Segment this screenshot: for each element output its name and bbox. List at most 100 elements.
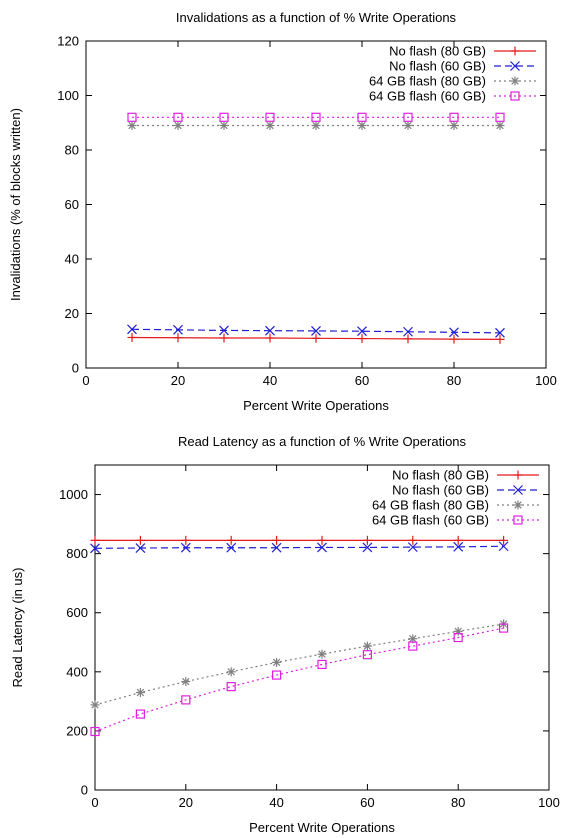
chart-1-series-2-point-6-d2 xyxy=(357,326,367,337)
chart-1-ytick-label-60: 60 xyxy=(65,197,79,212)
chart-1-series-2-point-8-d2 xyxy=(449,327,459,338)
chart-1-series-3-point-2 xyxy=(173,120,183,130)
chart-2-series-3-point-1 xyxy=(90,700,100,710)
chart-1-legend: No flash (80 GB)No flash (60 GB)64 GB fl… xyxy=(369,44,536,104)
chart-1-series-1-point-5 xyxy=(311,333,321,343)
chart-2-series-4-point-5 xyxy=(272,670,282,680)
chart-1-series-3-point-2-d2 xyxy=(174,121,182,130)
chart-1-series-2-line xyxy=(131,328,501,334)
chart-2-title: Read Latency as a function of % Write Op… xyxy=(178,434,467,449)
chart-1-series-3-point-4-d2 xyxy=(266,121,274,130)
chart-2-series-3 xyxy=(90,619,509,710)
chart-2-ytick-label-800: 800 xyxy=(66,546,88,561)
chart-1-legend-marker-2 xyxy=(510,61,520,71)
chart-2-ytick-label-1000: 1000 xyxy=(59,487,88,502)
chart-1-ytick-label-80: 80 xyxy=(65,143,79,158)
chart-1-xtick-label-40: 40 xyxy=(263,373,277,388)
chart-2-legend-marker-2 xyxy=(513,485,523,495)
chart-2-series-3-point-8-d2 xyxy=(409,635,417,643)
chart-2-series-2-point-2-d2 xyxy=(135,543,146,553)
chart-1-xtick-label-80: 80 xyxy=(447,373,461,388)
chart-2-series-3-point-7 xyxy=(362,641,372,651)
chart-1-series-1-point-6 xyxy=(357,334,367,344)
chart-1-series-3-point-7-d2 xyxy=(404,121,412,130)
chart-1-series-4-point-8-box xyxy=(449,112,459,122)
chart-1-series-4-point-6-box xyxy=(357,112,367,122)
chart-2-series-1-point-8 xyxy=(408,535,418,545)
chart-2-series-4-point-10-box xyxy=(499,623,509,633)
chart-1-series-2 xyxy=(127,324,505,338)
chart-2-ytick-label-200: 200 xyxy=(66,723,88,738)
chart-2-legend-marker-2-d2 xyxy=(513,485,523,495)
chart-2-legend-marker-3 xyxy=(513,500,523,510)
chart-2-series-2 xyxy=(90,541,509,554)
chart-1-legend-marker-4 xyxy=(510,91,520,101)
chart-2-series-1-point-9 xyxy=(453,535,463,545)
chart-2-series-4-point-8-box xyxy=(408,641,418,651)
chart-1-series-2-point-1 xyxy=(127,324,137,335)
chart-1-series-4-point-4-box xyxy=(265,112,275,122)
chart-2-ytick-label-400: 400 xyxy=(66,664,88,679)
chart-1-series-3-point-1 xyxy=(127,120,137,130)
chart-2-legend-marker-3-d2 xyxy=(514,501,522,509)
chart-2: Read Latency as a function of % Write Op… xyxy=(10,434,560,835)
chart-2-legend-marker-1 xyxy=(513,470,523,480)
chart-1-series-3-point-8-d2 xyxy=(450,121,458,130)
chart-2-xlabel: Percent Write Operations xyxy=(249,820,395,835)
chart-1-series-1-point-3 xyxy=(219,333,229,343)
chart-1-series-2-point-2 xyxy=(173,324,183,335)
chart-2-series-3-point-6 xyxy=(317,649,327,659)
chart-2-series-1-point-4 xyxy=(226,535,236,545)
chart-1-series-3-point-5-d2 xyxy=(312,121,320,130)
chart-2-series-1-point-3 xyxy=(181,535,191,545)
chart-1-series-3-point-9-d2 xyxy=(496,121,504,130)
chart-1-xtick-label-20: 20 xyxy=(171,373,185,388)
chart-2-series-2-point-4-d2 xyxy=(226,542,237,553)
chart-2-legend-label-1: No flash (80 GB) xyxy=(392,468,489,483)
chart-2-series-4-point-2 xyxy=(135,709,145,719)
chart-2-series-2-point-3 xyxy=(180,542,191,553)
chart-1-series-2-point-7-d2 xyxy=(403,326,413,337)
chart-2-series-2-line xyxy=(94,545,504,549)
chart-2-legend-label-2: No flash (60 GB) xyxy=(392,483,489,498)
chart-2-series-3-point-6-d2 xyxy=(318,650,326,658)
chart-1-series-3-point-3 xyxy=(219,120,229,130)
chart-2-xtick-label-0: 0 xyxy=(91,795,98,810)
chart-1-series-4-point-1 xyxy=(127,112,137,122)
chart-2-series-2-point-6 xyxy=(317,542,327,553)
chart-2-series-4 xyxy=(90,623,509,737)
chart-1-series-3-point-7 xyxy=(403,120,413,130)
chart-1-series-2-point-9 xyxy=(495,327,505,338)
chart-2-series-1-point-6 xyxy=(317,535,327,545)
chart-1-series-2-point-6 xyxy=(357,326,367,337)
chart-1-ylabel: Invalidations (% of blocks written) xyxy=(8,108,23,301)
chart-1-series-3-point-9 xyxy=(495,120,505,130)
chart-1-series-2-point-7 xyxy=(403,326,413,337)
chart-1-series-4-point-5 xyxy=(311,112,321,122)
chart-1-series-2-point-5-d2 xyxy=(311,326,321,336)
chart-2-series-3-point-3-d2 xyxy=(182,677,190,686)
chart-2-series-2-point-1 xyxy=(90,543,100,554)
chart-1-series-4-point-1-box xyxy=(127,112,137,122)
chart-1-series-3-point-4 xyxy=(265,120,275,130)
chart-1-series-2-point-8 xyxy=(449,327,459,338)
chart-2-series-4-point-4-box xyxy=(226,681,236,692)
chart-1-series-2-point-5 xyxy=(311,326,321,336)
chart-1-series-4-point-7-box xyxy=(403,112,413,122)
chart-1-legend-marker-2-d2 xyxy=(510,61,520,71)
chart-2-series-1-point-2 xyxy=(135,535,145,545)
chart-1-series-2-point-3 xyxy=(219,325,229,336)
chart-1-series-3 xyxy=(127,120,505,130)
chart-2-series-1-point-1 xyxy=(90,535,100,545)
chart-2-legend-marker-4 xyxy=(513,515,523,525)
chart-1-series-2-point-2-d2 xyxy=(173,324,183,335)
chart-2-series-3-point-4-d2 xyxy=(227,668,235,676)
chart-1-series-1-point-7 xyxy=(403,334,413,344)
chart-2-xtick-label-80: 80 xyxy=(451,795,465,810)
chart-1-xtick-label-100: 100 xyxy=(535,373,557,388)
chart-2-series-2-point-2 xyxy=(135,543,146,553)
chart-2-series-4-point-6 xyxy=(317,659,327,670)
chart-1-legend-marker-3-d2 xyxy=(511,77,519,85)
chart-1-series-3-point-5 xyxy=(311,120,321,130)
chart-2-series-1 xyxy=(90,535,509,545)
